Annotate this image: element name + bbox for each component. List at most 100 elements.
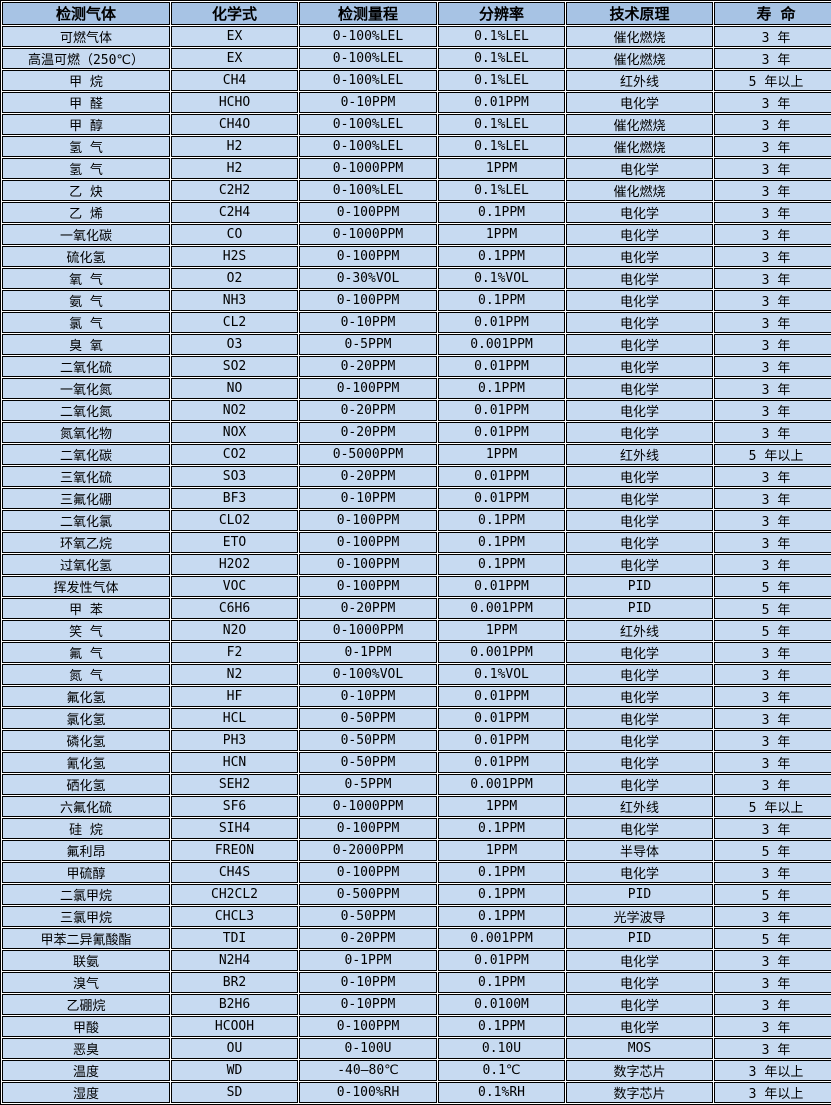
gas-name-cell: 甲 醛 (2, 92, 170, 113)
range-cell: 0-20PPM (299, 400, 437, 421)
gas-name-cell: 挥发性气体 (2, 576, 170, 597)
gas-name-cell: 氧 气 (2, 268, 170, 289)
lifespan-cell: 3 年 (714, 950, 831, 971)
resolution-cell: 0.01PPM (438, 400, 565, 421)
table-row: 氨 气 NH3 0-100PPM 0.1PPM 电化学 3 年 (2, 290, 831, 311)
table-row: 乙 烯 C2H4 0-100PPM 0.1PPM 电化学 3 年 (2, 202, 831, 223)
range-cell: 0-100PPM (299, 378, 437, 399)
lifespan-cell: 5 年 (714, 598, 831, 619)
table-row: 环氧乙烷 ETO 0-100PPM 0.1PPM 电化学 3 年 (2, 532, 831, 553)
resolution-cell: 0.1℃ (438, 1060, 565, 1081)
formula-cell: CH4 (171, 70, 298, 91)
formula-cell: B2H6 (171, 994, 298, 1015)
resolution-cell: 0.1%LEL (438, 114, 565, 135)
principle-cell: 催化燃烧 (566, 180, 713, 201)
formula-cell: BR2 (171, 972, 298, 993)
table-row: 甲硫醇 CH4S 0-100PPM 0.1PPM 电化学 3 年 (2, 862, 831, 883)
principle-cell: 催化燃烧 (566, 26, 713, 47)
principle-cell: 电化学 (566, 290, 713, 311)
resolution-cell: 0.01PPM (438, 92, 565, 113)
gas-name-cell: 氯化氢 (2, 708, 170, 729)
principle-cell: 电化学 (566, 334, 713, 355)
formula-cell: WD (171, 1060, 298, 1081)
lifespan-cell: 3 年 (714, 642, 831, 663)
gas-name-cell: 氢 气 (2, 136, 170, 157)
lifespan-cell: 3 年 (714, 994, 831, 1015)
gas-name-cell: 恶臭 (2, 1038, 170, 1059)
range-cell: 0-100PPM (299, 554, 437, 575)
principle-cell: 半导体 (566, 840, 713, 861)
principle-cell: 光学波导 (566, 906, 713, 927)
resolution-cell: 0.1%LEL (438, 48, 565, 69)
resolution-cell: 0.1%RH (438, 1082, 565, 1103)
table-row: 挥发性气体 VOC 0-100PPM 0.01PPM PID 5 年 (2, 576, 831, 597)
table-row: 三氧化硫 SO3 0-20PPM 0.01PPM 电化学 3 年 (2, 466, 831, 487)
gas-name-cell: 六氟化硫 (2, 796, 170, 817)
range-cell: 0-100%LEL (299, 70, 437, 91)
resolution-cell: 0.1%VOL (438, 664, 565, 685)
lifespan-cell: 5 年 (714, 928, 831, 949)
lifespan-cell: 5 年以上 (714, 796, 831, 817)
lifespan-cell: 3 年 (714, 356, 831, 377)
resolution-cell: 0.1PPM (438, 202, 565, 223)
gas-name-cell: 甲酸 (2, 1016, 170, 1037)
gas-name-cell: 二氧化碳 (2, 444, 170, 465)
gas-name-cell: 甲 苯 (2, 598, 170, 619)
gas-name-cell: 氟 气 (2, 642, 170, 663)
gas-name-cell: 环氧乙烷 (2, 532, 170, 553)
gas-name-cell: 氢 气 (2, 158, 170, 179)
formula-cell: NO (171, 378, 298, 399)
range-cell: 0-5PPM (299, 334, 437, 355)
lifespan-cell: 3 年 (714, 466, 831, 487)
table-row: 甲 苯 C6H6 0-20PPM 0.001PPM PID 5 年 (2, 598, 831, 619)
lifespan-cell: 3 年 (714, 774, 831, 795)
formula-cell: CO (171, 224, 298, 245)
formula-cell: CO2 (171, 444, 298, 465)
range-cell: 0-100U (299, 1038, 437, 1059)
formula-cell: FREON (171, 840, 298, 861)
range-cell: 0-100PPM (299, 246, 437, 267)
principle-cell: MOS (566, 1038, 713, 1059)
lifespan-cell: 3 年 (714, 136, 831, 157)
table-row: 氟利昂 FREON 0-2000PPM 1PPM 半导体 5 年 (2, 840, 831, 861)
table-row: 二氧化硫 SO2 0-20PPM 0.01PPM 电化学 3 年 (2, 356, 831, 377)
header-row: 检测气体 化学式 检测量程 分辨率 技术原理 寿 命 (2, 2, 831, 25)
formula-cell: PH3 (171, 730, 298, 751)
range-cell: 0-100PPM (299, 202, 437, 223)
formula-cell: SF6 (171, 796, 298, 817)
formula-cell: BF3 (171, 488, 298, 509)
table-row: 硫化氢 H2S 0-100PPM 0.1PPM 电化学 3 年 (2, 246, 831, 267)
lifespan-cell: 3 年 (714, 312, 831, 333)
gas-name-cell: 氰化氢 (2, 752, 170, 773)
table-row: 氟 气 F2 0-1PPM 0.001PPM 电化学 3 年 (2, 642, 831, 663)
resolution-cell: 0.1PPM (438, 972, 565, 993)
formula-cell: N2 (171, 664, 298, 685)
gas-name-cell: 磷化氢 (2, 730, 170, 751)
table-row: 温度 WD -40—80℃ 0.1℃ 数字芯片 3 年以上 (2, 1060, 831, 1081)
formula-cell: SEH2 (171, 774, 298, 795)
formula-cell: CHCL3 (171, 906, 298, 927)
range-cell: 0-1000PPM (299, 796, 437, 817)
range-cell: 0-100%LEL (299, 26, 437, 47)
table-row: 二氧化氯 CLO2 0-100PPM 0.1PPM 电化学 3 年 (2, 510, 831, 531)
gas-name-cell: 二氧化氯 (2, 510, 170, 531)
lifespan-cell: 5 年 (714, 620, 831, 641)
table-row: 氧 气 O2 0-30%VOL 0.1%VOL 电化学 3 年 (2, 268, 831, 289)
gas-name-cell: 高温可燃（250℃） (2, 48, 170, 69)
table-row: 乙 炔 C2H2 0-100%LEL 0.1%LEL 催化燃烧 3 年 (2, 180, 831, 201)
lifespan-cell: 3 年 (714, 400, 831, 421)
gas-name-cell: 笑 气 (2, 620, 170, 641)
gas-name-cell: 氟利昂 (2, 840, 170, 861)
range-cell: 0-100%LEL (299, 48, 437, 69)
principle-cell: 数字芯片 (566, 1082, 713, 1103)
formula-cell: HCOOH (171, 1016, 298, 1037)
lifespan-cell: 3 年以上 (714, 1060, 831, 1081)
principle-cell: 催化燃烧 (566, 136, 713, 157)
resolution-cell: 0.01PPM (438, 730, 565, 751)
lifespan-cell: 3 年 (714, 114, 831, 135)
gas-name-cell: 乙硼烷 (2, 994, 170, 1015)
principle-cell: 电化学 (566, 642, 713, 663)
principle-cell: 红外线 (566, 796, 713, 817)
formula-cell: CH4S (171, 862, 298, 883)
table-row: 联氨 N2H4 0-1PPM 0.01PPM 电化学 3 年 (2, 950, 831, 971)
